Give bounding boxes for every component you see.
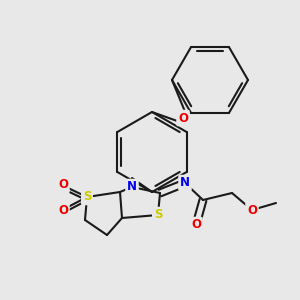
Text: N: N — [180, 176, 190, 190]
Text: O: O — [178, 112, 188, 124]
Text: O: O — [58, 203, 68, 217]
Text: S: S — [83, 190, 91, 203]
Text: O: O — [247, 203, 257, 217]
Text: O: O — [191, 218, 201, 232]
Text: O: O — [58, 178, 68, 191]
Text: S: S — [154, 208, 162, 221]
Text: N: N — [127, 181, 137, 194]
